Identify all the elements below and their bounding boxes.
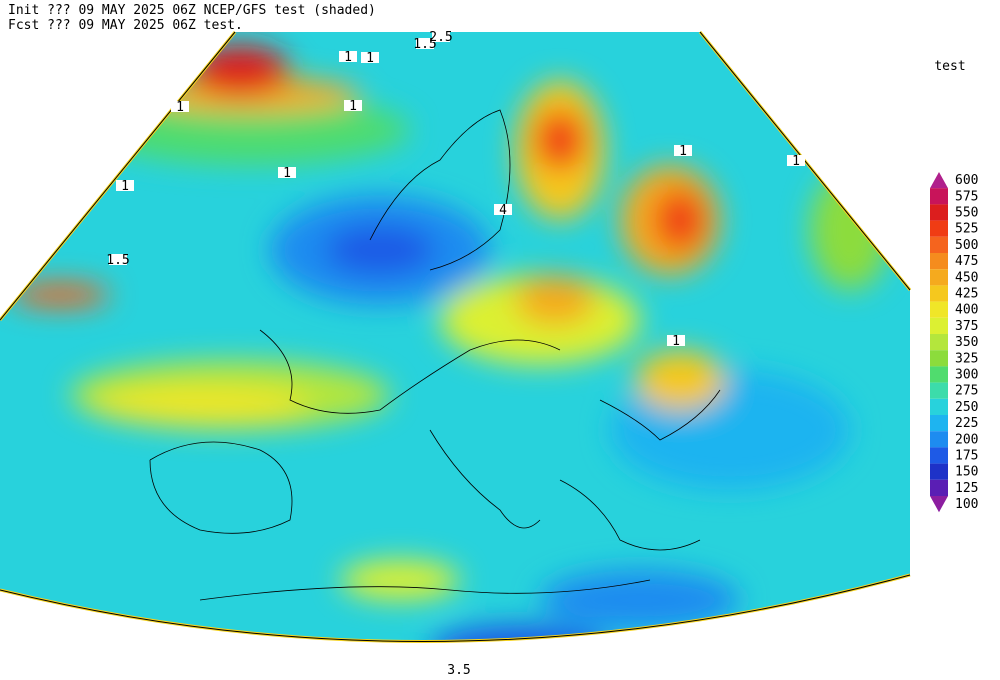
legend-label: 175	[955, 449, 978, 464]
legend-swatch	[930, 220, 948, 237]
legend-swatch	[930, 172, 948, 189]
legend-label: 150	[955, 465, 978, 480]
contour-label-bg	[278, 167, 296, 178]
legend-swatch	[930, 334, 948, 351]
legend-swatch	[930, 496, 948, 513]
contour-label-bg	[171, 101, 189, 112]
legend-swatch	[930, 269, 948, 286]
legend-label: 450	[955, 270, 978, 285]
contour-label: 1	[366, 51, 374, 66]
contour-label: 1	[176, 100, 184, 115]
color-legend: 6005755505255004754504254003753503253002…	[930, 172, 978, 513]
legend-label: 550	[955, 206, 978, 221]
contour-label-bg	[416, 38, 434, 49]
contour-label: 1	[121, 179, 129, 194]
contour-label: 1	[283, 166, 291, 181]
contour-label: 1	[679, 144, 687, 159]
contour-label-bg	[432, 31, 450, 42]
contour-label-bg	[339, 51, 357, 62]
contour-label: 1	[344, 50, 352, 65]
contour-label-bg	[109, 254, 127, 265]
legend-label: 400	[955, 303, 978, 318]
contour-label: 1	[672, 334, 680, 349]
legend-swatch	[930, 317, 948, 334]
legend-label: 425	[955, 287, 978, 302]
contour-label: 1.5	[413, 37, 436, 52]
legend-label: 600	[955, 173, 978, 188]
contour-label-bg	[450, 664, 468, 675]
contour-label-bg	[116, 180, 134, 191]
contour-label: 1	[349, 99, 357, 114]
contour-label: 1	[792, 154, 800, 169]
legend-label: 475	[955, 254, 978, 269]
legend-swatch	[930, 204, 948, 221]
legend-swatch	[930, 415, 948, 432]
header-line: Fcst ??? 09 MAY 2025 06Z test.	[8, 18, 243, 33]
contour-label-bg	[667, 335, 685, 346]
legend-label: 225	[955, 416, 978, 431]
legend-swatch	[930, 366, 948, 383]
legend-swatch	[930, 398, 948, 415]
legend-swatch	[930, 479, 948, 496]
contour-label-bg	[787, 155, 805, 166]
legend-label: 300	[955, 368, 978, 383]
legend-swatch	[930, 463, 948, 480]
header-line: Init ??? 09 MAY 2025 06Z NCEP/GFS test (…	[8, 3, 376, 18]
legend-swatch	[930, 253, 948, 270]
legend-label: 325	[955, 351, 978, 366]
legend-title: test	[934, 59, 965, 74]
contour-label: 4	[499, 203, 507, 218]
legend-label: 575	[955, 189, 978, 204]
legend-label: 100	[955, 497, 978, 512]
contour-label: 2.5	[429, 30, 452, 45]
legend-label: 250	[955, 400, 978, 415]
legend-swatch	[930, 285, 948, 302]
legend-swatch	[930, 236, 948, 253]
legend-swatch	[930, 431, 948, 448]
coastlines	[149, 109, 721, 601]
legend-label: 275	[955, 384, 978, 399]
legend-swatch	[930, 350, 948, 367]
contour-label-bg	[674, 145, 692, 156]
contour-label-bg	[494, 204, 512, 215]
contour-label: 1.5	[106, 253, 129, 268]
contour-label-bg	[361, 52, 379, 63]
legend-label: 500	[955, 238, 978, 253]
legend-label: 375	[955, 319, 978, 334]
contour-label-bg	[344, 100, 362, 111]
contour-label: 3.5	[447, 663, 470, 678]
legend-swatch	[930, 188, 948, 205]
legend-swatch	[930, 301, 948, 318]
legend-swatch	[930, 447, 948, 464]
legend-swatch	[930, 382, 948, 399]
legend-label: 525	[955, 222, 978, 237]
legend-label: 200	[955, 432, 978, 447]
legend-label: 350	[955, 335, 978, 350]
legend-label: 125	[955, 481, 978, 496]
